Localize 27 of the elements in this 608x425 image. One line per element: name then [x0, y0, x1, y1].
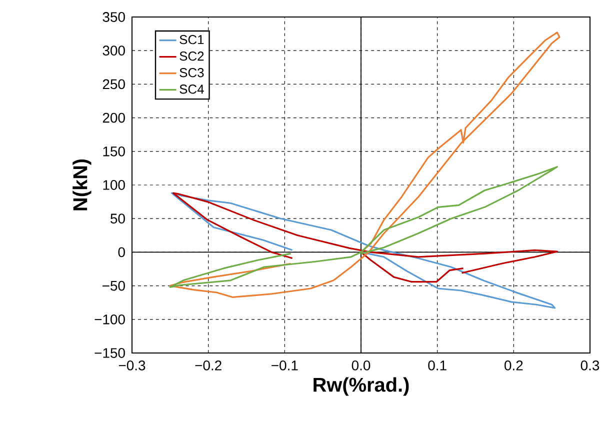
line-series: [169, 32, 560, 298]
x-tick-label: −0.1: [272, 360, 298, 370]
y-tick-label: −100: [94, 314, 125, 324]
y-tick-label: 250: [102, 79, 125, 90]
line-series: [169, 166, 558, 288]
y-tick-label: −50: [102, 280, 125, 291]
legend-label: SC4: [180, 84, 204, 94]
y-tick-label: 100: [103, 180, 125, 190]
legend-label: SC3: [180, 68, 204, 78]
y-tick-label: 50: [110, 214, 125, 224]
x-tick-label: −0.3: [118, 360, 146, 370]
line-series: [170, 192, 556, 309]
x-tick-label: 0.0: [352, 360, 370, 370]
x-tick-label: −0.2: [195, 360, 222, 370]
y-tick-label: 200: [102, 112, 125, 123]
y-tick-label: 0: [118, 247, 125, 258]
y-tick-label: 350: [102, 12, 125, 22]
y-tick-label: 150: [103, 146, 125, 156]
legend-label: SC2: [180, 52, 204, 61]
x-tick-label: 0.3: [580, 360, 600, 370]
x-tick-label: 0.2: [504, 360, 523, 370]
y-tick-label: 300: [102, 46, 125, 56]
legend-label: SC1: [180, 35, 204, 44]
x-tick-label: 0.1: [428, 360, 446, 370]
y-axis-title: N(kN): [72, 159, 92, 210]
y-tick-label: −150: [94, 348, 125, 358]
x-axis-title: Rw(%rad.): [314, 377, 409, 396]
